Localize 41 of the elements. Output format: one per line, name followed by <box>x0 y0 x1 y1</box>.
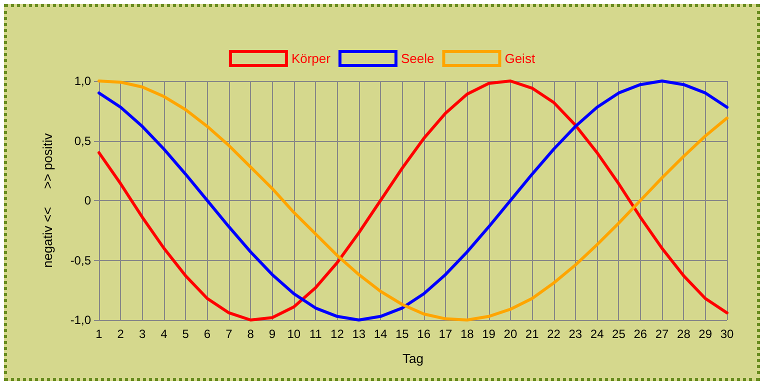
x-tick-label: 7 <box>226 327 233 341</box>
y-tick-label: -0,5 <box>70 253 92 268</box>
x-tick-label: 28 <box>677 327 691 341</box>
x-tick-label: 22 <box>547 327 561 341</box>
x-tick-label: 2 <box>117 327 124 341</box>
x-tick-label: 16 <box>417 327 431 341</box>
x-tick-label: 27 <box>655 327 670 341</box>
x-tick-label: 19 <box>482 327 496 341</box>
x-tick-label: 21 <box>525 327 540 341</box>
x-tick-label: 10 <box>287 327 301 341</box>
x-tick-label: 4 <box>160 327 168 341</box>
y-tick-label: 0 <box>84 194 92 208</box>
x-tick-label: 11 <box>309 327 322 341</box>
x-axis-title: Tag <box>402 351 424 366</box>
y-tick-label: 0,5 <box>74 134 92 148</box>
x-tick-label: 9 <box>268 327 276 341</box>
x-tick-label: 3 <box>138 327 146 341</box>
x-tick-label: 30 <box>720 327 734 341</box>
x-tick-label: 18 <box>460 327 474 341</box>
legend-label: Geist <box>504 51 536 66</box>
x-tick-label: 14 <box>374 327 388 341</box>
x-tick-label: 1 <box>96 327 103 341</box>
x-tick-label: 6 <box>204 327 211 341</box>
x-tick-label: 26 <box>634 327 648 341</box>
legend-label: Körper <box>291 51 332 66</box>
legend-label: Seele <box>400 51 434 66</box>
x-tick-label: 25 <box>612 327 626 341</box>
x-tick-label: 17 <box>438 327 452 341</box>
x-tick-label: 20 <box>504 327 518 341</box>
x-tick-label: 29 <box>698 327 712 341</box>
x-tick-label: 8 <box>247 327 254 341</box>
line-series <box>98 80 728 322</box>
y-tick-label: -1,0 <box>70 313 92 327</box>
x-tick-label: 12 <box>330 327 344 341</box>
x-tick-label: 24 <box>590 327 604 341</box>
x-tick-label: 13 <box>352 327 366 341</box>
x-tick-label: 5 <box>182 327 190 341</box>
y-axis-title: negativ << >> positiv <box>40 132 55 268</box>
x-tick-label: 23 <box>568 327 582 341</box>
x-tick-label: 15 <box>395 327 410 341</box>
y-tick-label: 1,0 <box>74 74 92 88</box>
